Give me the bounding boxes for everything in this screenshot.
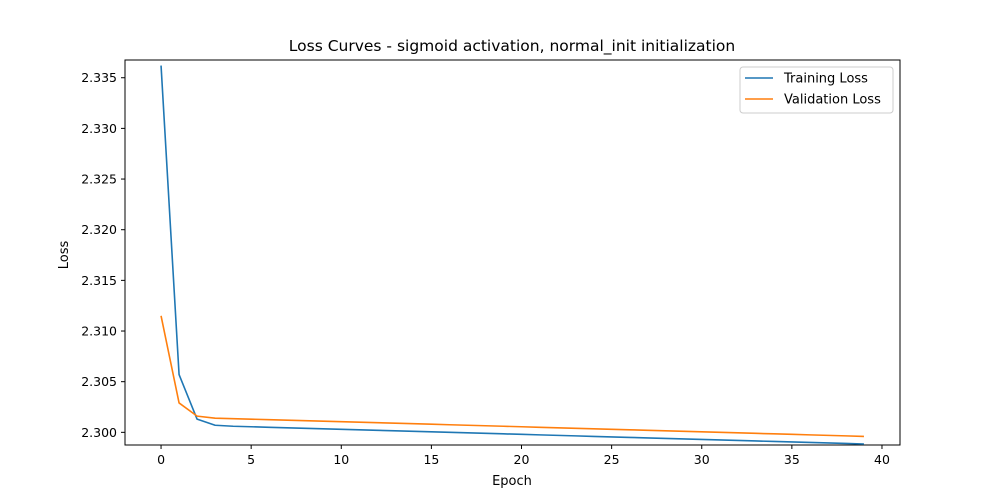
- plot-frame: [124, 59, 901, 446]
- y-tick-label: 2.320: [81, 222, 117, 237]
- y-tick-label: 2.315: [81, 273, 117, 288]
- x-tick-label: 10: [333, 452, 349, 467]
- x-tick-label: 0: [157, 452, 165, 467]
- validation-loss-line: [160, 315, 864, 438]
- legend-label-validation-loss: Validation Loss: [784, 93, 881, 108]
- x-tick-label: 15: [423, 452, 439, 467]
- x-tick-label: 40: [874, 452, 890, 467]
- plot-area: [124, 59, 901, 446]
- y-tick-label: 2.305: [81, 374, 117, 389]
- y-tick-label: 2.330: [81, 121, 117, 136]
- x-tick-label: 20: [514, 452, 530, 467]
- y-tick-label: 2.310: [81, 324, 117, 339]
- y-tick-label: 2.325: [81, 172, 117, 187]
- x-tick-label: 25: [604, 452, 620, 467]
- legend: Training Loss Validation Loss: [739, 66, 894, 114]
- y-tick-label: 2.300: [81, 425, 117, 440]
- y-tick-label: 2.335: [81, 70, 117, 85]
- y-axis: 2.300 2.305 2.310 2.315 2.320 2.325 2.330 2.335: [81, 70, 125, 440]
- x-axis: 0 5 10 15 20 25 30 35 40: [157, 445, 890, 467]
- x-tick-label: 35: [784, 452, 800, 467]
- chart-title: Loss Curves - sigmoid activation, normal…: [289, 37, 735, 56]
- x-tick-label: 30: [694, 452, 710, 467]
- x-axis-label: Epoch: [492, 474, 532, 489]
- y-axis-label: Loss: [57, 241, 72, 270]
- training-loss-line: [160, 65, 864, 445]
- legend-label-training-loss: Training Loss: [783, 72, 868, 87]
- x-tick-label: 5: [247, 452, 255, 467]
- series-layer: [160, 65, 864, 445]
- legend-box: [739, 66, 894, 114]
